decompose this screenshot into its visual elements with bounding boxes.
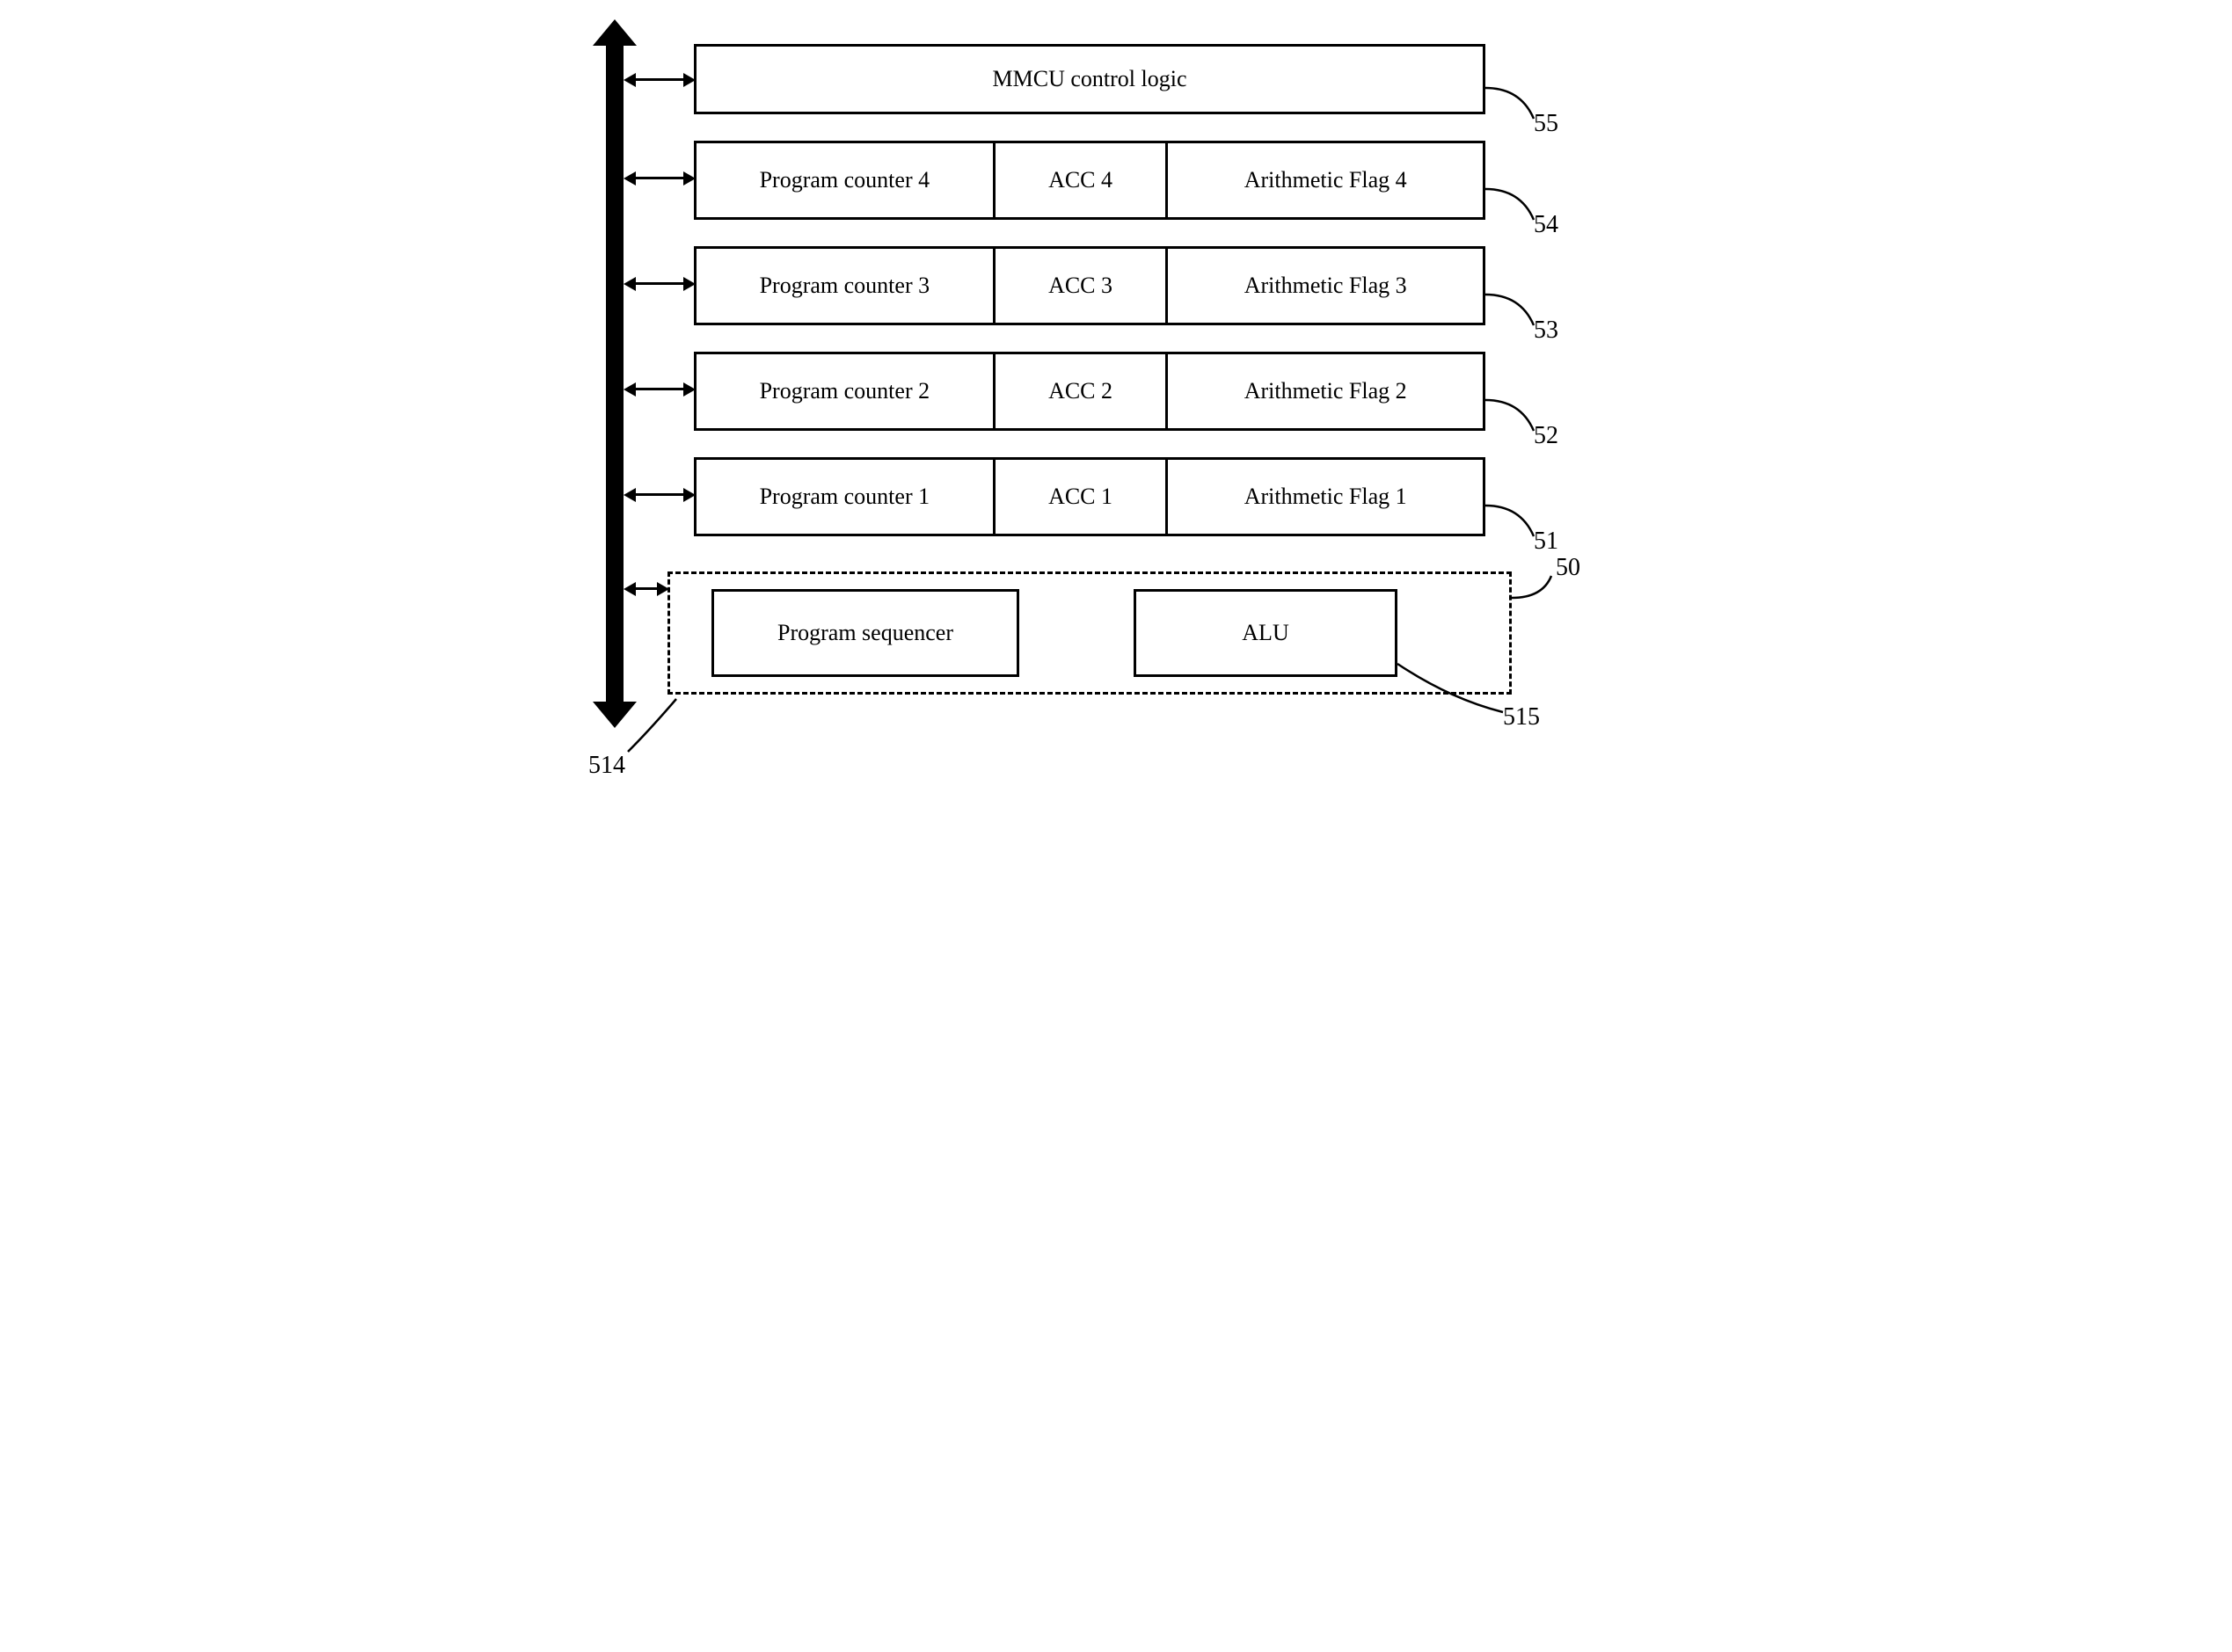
control-logic-label: MMCU control logic bbox=[993, 66, 1187, 92]
connector-row3 bbox=[631, 282, 688, 285]
connector-row1 bbox=[631, 493, 688, 496]
register-row-3: Program counter 3 ACC 3 Arithmetic Flag … bbox=[694, 246, 1485, 325]
arithmetic-flag-2: Arithmetic Flag 2 bbox=[1168, 354, 1483, 428]
program-counter-4: Program counter 4 bbox=[697, 143, 996, 217]
ref-54: 54 bbox=[1534, 211, 1558, 239]
program-counter-1: Program counter 1 bbox=[697, 460, 996, 534]
arrow-right-icon bbox=[683, 73, 696, 87]
arrow-left-icon bbox=[624, 277, 636, 291]
arithmetic-flag-4: Arithmetic Flag 4 bbox=[1168, 143, 1483, 217]
connector-control bbox=[631, 78, 688, 81]
register-row-4: Program counter 4 ACC 4 Arithmetic Flag … bbox=[694, 141, 1485, 220]
arrow-left-icon bbox=[624, 382, 636, 397]
ref-53: 53 bbox=[1534, 317, 1558, 345]
control-logic-block: MMCU control logic bbox=[694, 44, 1485, 114]
program-sequencer-block: Program sequencer bbox=[711, 589, 1019, 677]
register-row-2: Program counter 2 ACC 2 Arithmetic Flag … bbox=[694, 352, 1485, 431]
arithmetic-flag-3: Arithmetic Flag 3 bbox=[1168, 249, 1483, 323]
arrow-right-icon bbox=[657, 582, 669, 596]
ref-514: 514 bbox=[588, 752, 625, 780]
arrow-right-icon bbox=[683, 382, 696, 397]
bus-bar bbox=[606, 44, 624, 712]
ref-52: 52 bbox=[1534, 422, 1558, 450]
connector-row2 bbox=[631, 388, 688, 390]
arrow-left-icon bbox=[624, 582, 636, 596]
program-counter-2: Program counter 2 bbox=[697, 354, 996, 428]
acc-4: ACC 4 bbox=[996, 143, 1169, 217]
ref-50: 50 bbox=[1556, 554, 1580, 582]
arrow-left-icon bbox=[624, 171, 636, 186]
program-counter-3: Program counter 3 bbox=[697, 249, 996, 323]
program-sequencer-label: Program sequencer bbox=[777, 620, 953, 646]
arrow-right-icon bbox=[683, 171, 696, 186]
arithmetic-flag-1: Arithmetic Flag 1 bbox=[1168, 460, 1483, 534]
arrow-left-icon bbox=[624, 488, 636, 502]
register-row-1: Program counter 1 ACC 1 Arithmetic Flag … bbox=[694, 457, 1485, 536]
acc-3: ACC 3 bbox=[996, 249, 1169, 323]
acc-2: ACC 2 bbox=[996, 354, 1169, 428]
arrow-right-icon bbox=[683, 488, 696, 502]
arrow-right-icon bbox=[683, 277, 696, 291]
alu-label: ALU bbox=[1242, 620, 1288, 646]
ref-51: 51 bbox=[1534, 528, 1558, 556]
connector-row4 bbox=[631, 177, 688, 179]
acc-1: ACC 1 bbox=[996, 460, 1169, 534]
ref-515: 515 bbox=[1503, 703, 1540, 731]
bus-arrow-down-icon bbox=[593, 702, 637, 728]
arrow-left-icon bbox=[624, 73, 636, 87]
ref-55: 55 bbox=[1534, 110, 1558, 138]
alu-block: ALU bbox=[1134, 589, 1397, 677]
bus-arrow-up-icon bbox=[593, 19, 637, 46]
mmcu-diagram: MMCU control logic Program counter 4 ACC… bbox=[588, 35, 1644, 809]
